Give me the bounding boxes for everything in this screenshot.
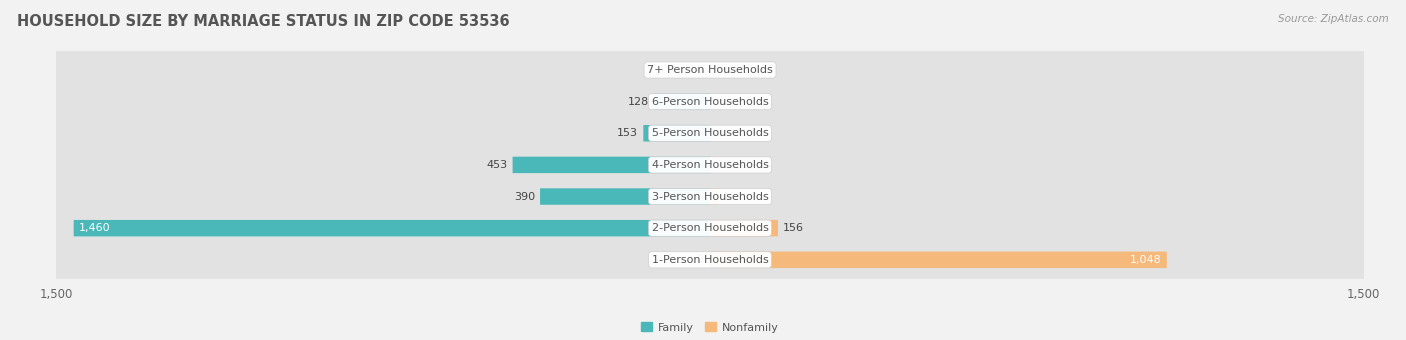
FancyBboxPatch shape bbox=[56, 0, 1364, 340]
Text: 156: 156 bbox=[783, 223, 804, 233]
FancyBboxPatch shape bbox=[710, 188, 718, 205]
Text: 1,460: 1,460 bbox=[79, 223, 111, 233]
FancyBboxPatch shape bbox=[73, 220, 710, 236]
FancyBboxPatch shape bbox=[710, 220, 778, 236]
Text: 1,048: 1,048 bbox=[1130, 255, 1161, 265]
Text: 3-Person Households: 3-Person Households bbox=[651, 191, 769, 202]
Text: 453: 453 bbox=[486, 160, 508, 170]
Text: 0: 0 bbox=[717, 65, 724, 75]
Text: 0: 0 bbox=[696, 255, 703, 265]
Text: 0: 0 bbox=[696, 65, 703, 75]
Text: Source: ZipAtlas.com: Source: ZipAtlas.com bbox=[1278, 14, 1389, 23]
Text: 153: 153 bbox=[617, 128, 638, 138]
Legend: Family, Nonfamily: Family, Nonfamily bbox=[637, 318, 783, 337]
Text: 18: 18 bbox=[723, 191, 737, 202]
FancyBboxPatch shape bbox=[56, 0, 1364, 340]
Text: 390: 390 bbox=[513, 191, 534, 202]
FancyBboxPatch shape bbox=[56, 0, 1364, 340]
FancyBboxPatch shape bbox=[540, 188, 710, 205]
Text: 6-Person Households: 6-Person Households bbox=[651, 97, 769, 107]
FancyBboxPatch shape bbox=[56, 0, 1364, 340]
Text: 0: 0 bbox=[717, 128, 724, 138]
Text: 2: 2 bbox=[716, 160, 723, 170]
FancyBboxPatch shape bbox=[56, 0, 1364, 340]
Text: 128: 128 bbox=[627, 97, 650, 107]
FancyBboxPatch shape bbox=[56, 0, 1364, 340]
Text: 4-Person Households: 4-Person Households bbox=[651, 160, 769, 170]
FancyBboxPatch shape bbox=[644, 125, 710, 141]
FancyBboxPatch shape bbox=[654, 94, 710, 110]
Text: 1-Person Households: 1-Person Households bbox=[651, 255, 769, 265]
Text: 7+ Person Households: 7+ Person Households bbox=[647, 65, 773, 75]
FancyBboxPatch shape bbox=[56, 0, 1364, 340]
FancyBboxPatch shape bbox=[513, 157, 710, 173]
Text: HOUSEHOLD SIZE BY MARRIAGE STATUS IN ZIP CODE 53536: HOUSEHOLD SIZE BY MARRIAGE STATUS IN ZIP… bbox=[17, 14, 509, 29]
FancyBboxPatch shape bbox=[710, 252, 1167, 268]
Text: 2-Person Households: 2-Person Households bbox=[651, 223, 769, 233]
Text: 0: 0 bbox=[717, 97, 724, 107]
Text: 5-Person Households: 5-Person Households bbox=[651, 128, 769, 138]
